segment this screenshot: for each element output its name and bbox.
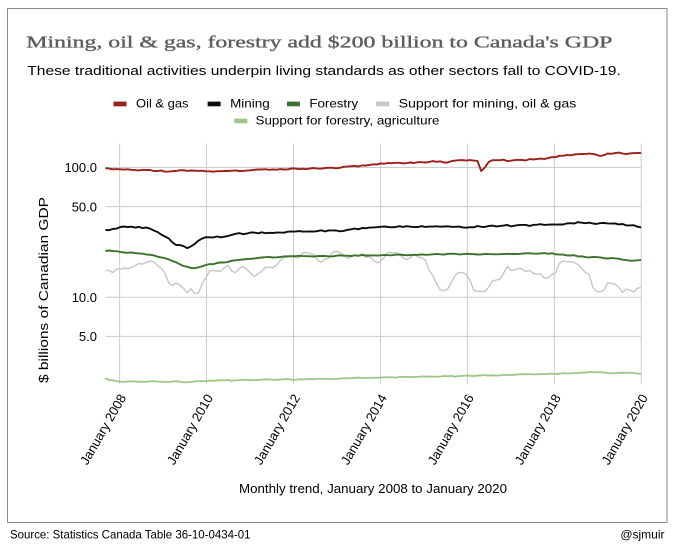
svg-text:Mining: Mining (230, 96, 270, 110)
svg-text:Mining, oil & gas, forestry ad: Mining, oil & gas, forestry add $200 bil… (26, 33, 612, 52)
svg-text:5.0: 5.0 (79, 329, 97, 344)
svg-text:10.0: 10.0 (72, 290, 97, 305)
svg-text:$ billions of Canadian GDP: $ billions of Canadian GDP (36, 197, 51, 383)
svg-text:100.0: 100.0 (64, 160, 97, 175)
svg-text:Source: Statistics Canada Tabl: Source: Statistics Canada Table 36-10-04… (10, 528, 251, 542)
svg-text:@sjmuir: @sjmuir (620, 528, 664, 542)
svg-text:These traditional activities u: These traditional activities underpin li… (27, 63, 621, 78)
svg-text:Support for forestry, agricult: Support for forestry, agriculture (256, 113, 440, 127)
svg-text:Oil & gas: Oil & gas (136, 96, 189, 110)
svg-text:50.0: 50.0 (72, 199, 97, 214)
svg-text:Support for mining, oil & gas: Support for mining, oil & gas (399, 96, 577, 110)
svg-text:Forestry: Forestry (309, 96, 358, 110)
svg-text:Monthly trend, January 2008 to: Monthly trend, January 2008 to January 2… (239, 481, 507, 496)
